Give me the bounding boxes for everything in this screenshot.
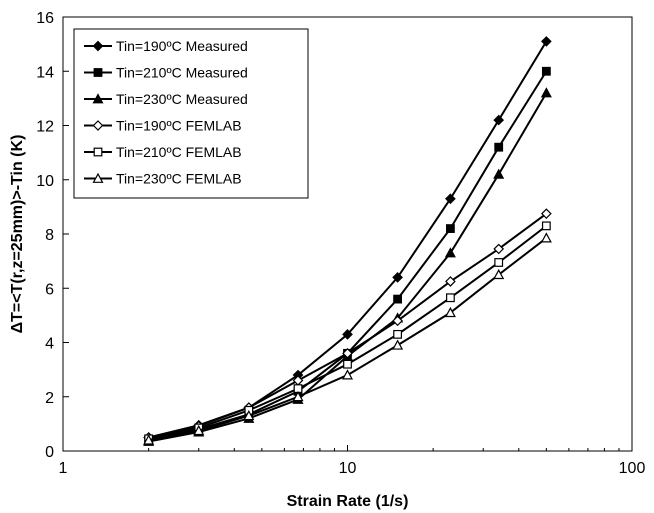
data-point — [493, 243, 505, 255]
series-layer — [143, 36, 552, 446]
data-point — [393, 294, 402, 304]
data-point — [393, 329, 402, 339]
y-tick-label: 14 — [36, 64, 54, 81]
data-point — [445, 276, 456, 287]
legend-marker — [92, 93, 104, 104]
legend-item: Tin=190ºC Measured — [84, 38, 248, 54]
data-point — [392, 339, 404, 350]
data-point — [292, 390, 304, 402]
y-tick-label: 2 — [45, 390, 54, 407]
data-point — [445, 193, 456, 205]
data-point — [541, 36, 552, 47]
data-point — [444, 247, 456, 258]
legend: Tin=190ºC Measured Tin=210ºC Measured Tin=… — [73, 28, 309, 199]
data-point — [342, 329, 353, 340]
legend-label: Tin=190ºC Measured — [116, 38, 248, 54]
data-point — [392, 272, 403, 283]
legend-label: Tin=190ºC FEMLAB — [116, 118, 242, 134]
data-point — [541, 66, 551, 76]
legend-marker — [93, 147, 103, 157]
data-point — [540, 87, 552, 98]
series-6 — [143, 232, 552, 445]
data-point — [494, 142, 504, 152]
y-tick-label: 4 — [45, 336, 54, 353]
legend-box — [73, 28, 309, 199]
legend-marker — [93, 68, 103, 77]
legend-item: Tin=190ºC FEMLAB — [84, 118, 242, 134]
legend-item: Tin=230ºC Measured — [84, 91, 248, 107]
legend-label: Tin=210ºC Measured — [116, 65, 248, 81]
data-point — [193, 424, 205, 436]
legend-item: Tin=230ºC FEMLAB — [84, 171, 242, 187]
y-tick-label: 6 — [45, 281, 54, 298]
y-tick-label: 0 — [45, 444, 54, 461]
y-axis-title: ΔT=<T(r,z=25mm)>-Tin (K) — [9, 135, 26, 334]
x-tick-label: 100 — [619, 460, 646, 477]
series-4 — [143, 208, 552, 443]
data-point — [494, 258, 504, 267]
x-tick-label: 10 — [339, 460, 357, 477]
legend-label: Tin=230ºC Measured — [116, 91, 248, 107]
series-line — [148, 212, 547, 439]
data-point — [243, 409, 255, 421]
legend-marker — [92, 120, 104, 131]
x-tick-label: 1 — [59, 460, 68, 477]
y-tick-label: 10 — [36, 173, 54, 190]
data-point — [493, 168, 505, 179]
axes: 0 2 4 6 8 10 12 14 16 1 10 100 — [36, 10, 645, 477]
data-point — [446, 224, 455, 233]
data-point — [541, 221, 551, 231]
data-point — [446, 293, 455, 303]
data-point — [493, 114, 505, 126]
data-point — [540, 232, 552, 243]
data-point — [342, 348, 353, 359]
y-tick-label: 12 — [36, 119, 54, 136]
legend-marker — [92, 40, 104, 52]
y-tick-label: 8 — [45, 227, 54, 244]
legend-item: Tin=210ºC FEMLAB — [84, 144, 242, 160]
data-point — [541, 208, 552, 220]
legend-label: Tin=230ºC FEMLAB — [116, 171, 242, 187]
legend-marker — [92, 172, 104, 183]
data-point — [343, 359, 352, 369]
data-point — [493, 268, 505, 280]
y-tick-label: 16 — [36, 10, 54, 27]
legend-item: Tin=210ºC Measured — [84, 65, 248, 81]
data-point — [444, 306, 456, 318]
data-point — [341, 369, 354, 380]
x-axis-title: Strain Rate (1/s) — [287, 493, 409, 510]
legend-label: Tin=210ºC FEMLAB — [116, 144, 242, 160]
data-point — [143, 434, 155, 445]
data-point — [392, 315, 403, 327]
